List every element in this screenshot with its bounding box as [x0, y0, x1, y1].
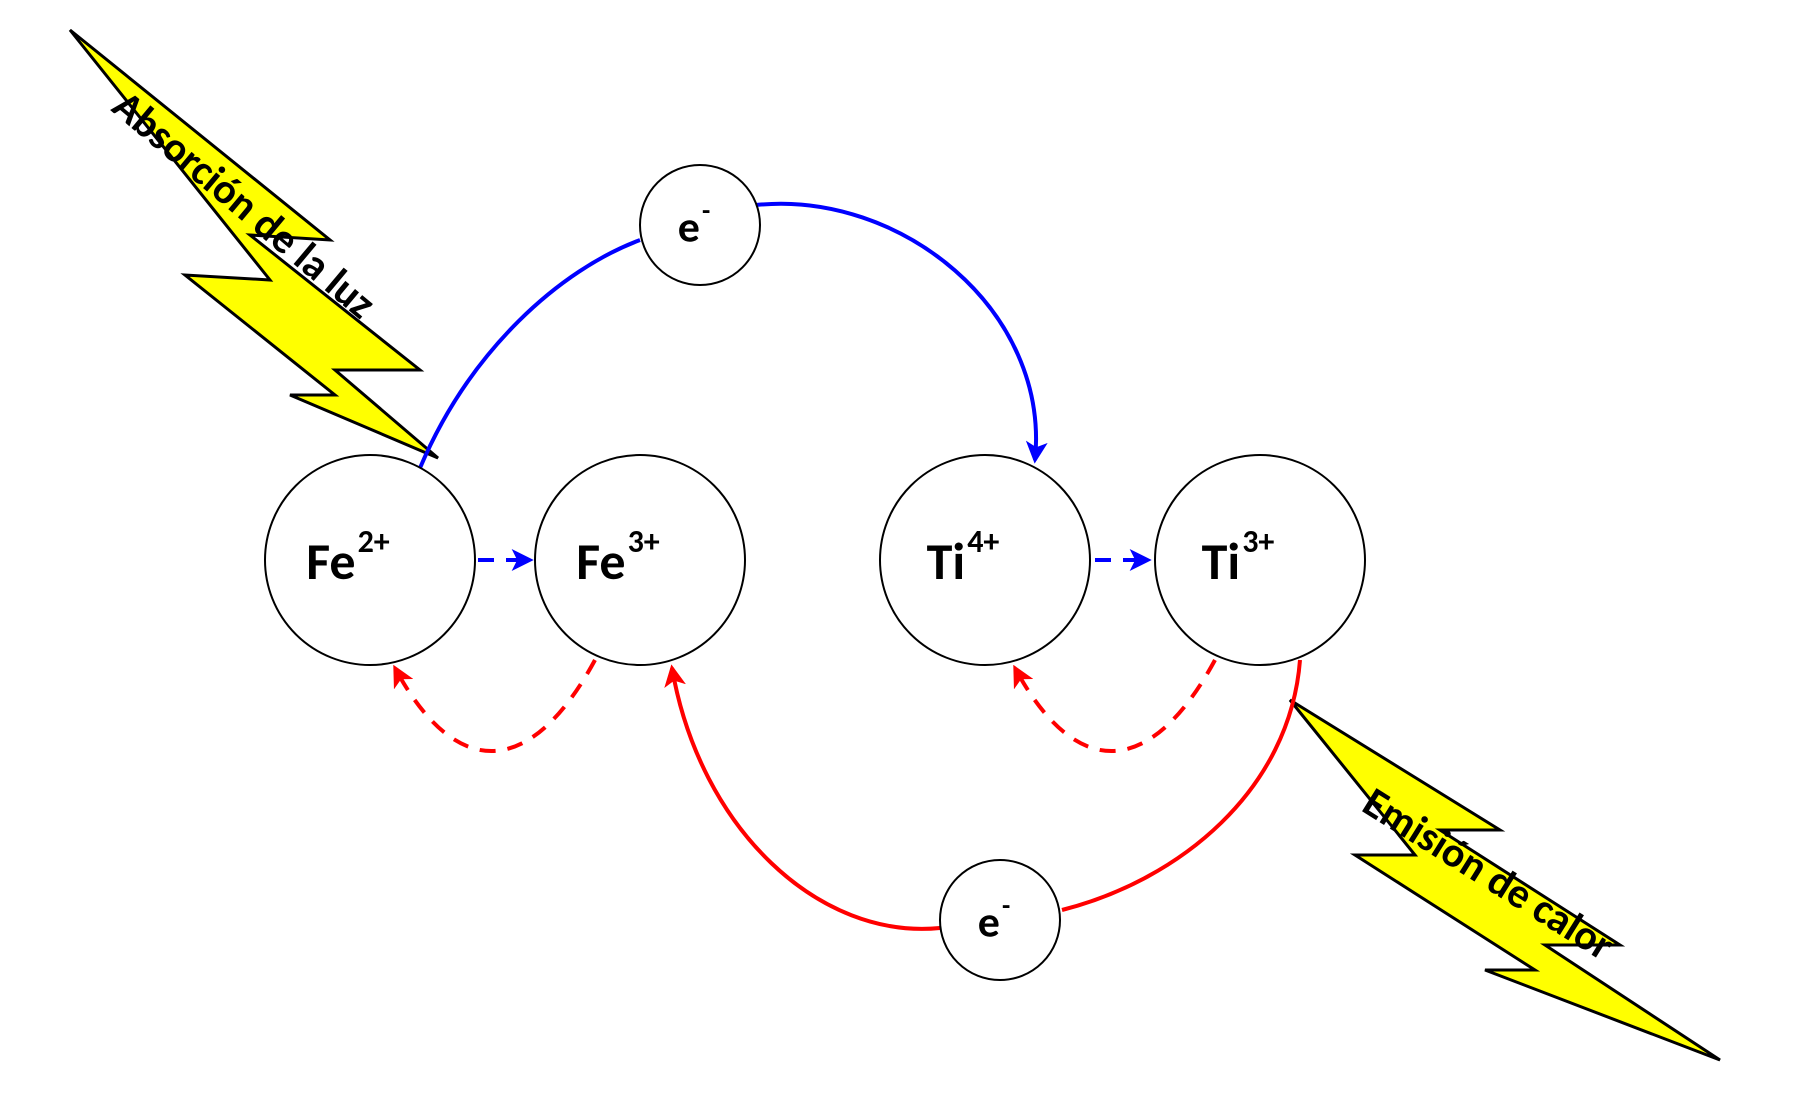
node-fe3: Fe3+ [535, 455, 745, 665]
edge-ti3-ebot [1062, 660, 1300, 910]
node-ti3: Ti3+ [1155, 455, 1365, 665]
emit-bolt: Emisión de calor [1290, 700, 1720, 1060]
node-ti4: Ti4+ [880, 455, 1090, 665]
node-e_bot: e- [940, 860, 1060, 980]
node-e_top: e- [640, 165, 760, 285]
node-fe2: Fe2+ [265, 455, 475, 665]
edge-fe3-fe2-return [395, 660, 595, 751]
edge-ebot-fe3 [672, 668, 940, 929]
electron-transfer-diagram: Absorción de la luz Emisión de calor Fe2+ F… [0, 0, 1794, 1118]
edge-fe2-etop [420, 240, 640, 468]
edge-ti3-ti4-return [1015, 660, 1215, 751]
absorb-bolt: Absorción de la luz [70, 30, 438, 458]
edge-etop-ti4 [756, 204, 1036, 460]
